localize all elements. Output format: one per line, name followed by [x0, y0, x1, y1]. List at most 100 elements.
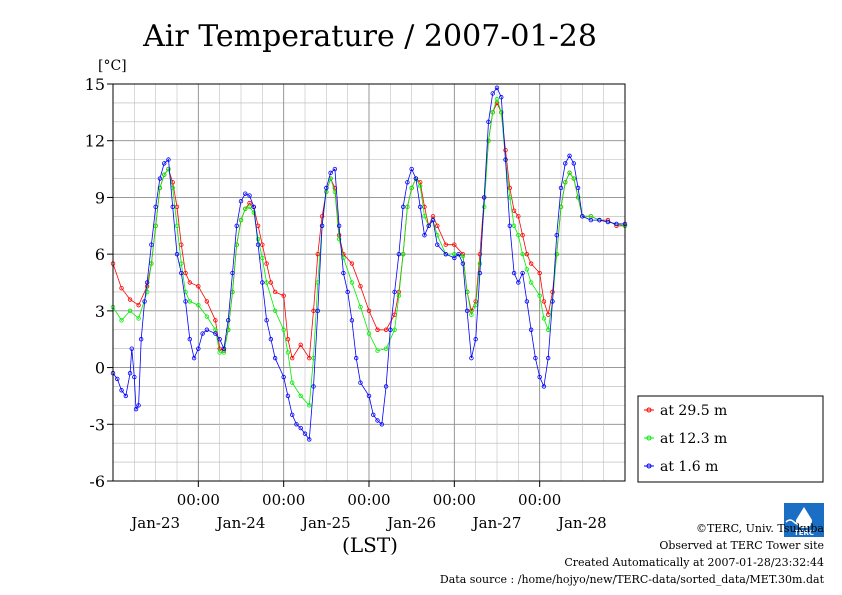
data-point [170, 180, 175, 185]
data-point [366, 393, 372, 399]
data-point [392, 289, 397, 295]
y-tick-label: 6 [95, 245, 105, 264]
data-point [486, 119, 491, 125]
data-point [405, 204, 410, 210]
data-point [349, 318, 355, 323]
data-point [490, 110, 495, 115]
data-point [571, 161, 576, 166]
data-point [127, 297, 133, 302]
data-point [136, 302, 141, 308]
data-point [149, 242, 154, 247]
data-point [161, 172, 167, 177]
data-point [443, 242, 448, 247]
data-point [157, 176, 163, 181]
data-point [520, 251, 525, 257]
data-point [311, 308, 316, 314]
data-point [247, 204, 252, 210]
data-point [443, 251, 448, 257]
data-point [285, 350, 291, 355]
data-point [187, 337, 192, 342]
data-point [358, 304, 363, 310]
legend-marker [646, 435, 652, 441]
data-point [255, 242, 261, 247]
data-point [187, 299, 192, 304]
data-point [358, 284, 363, 289]
y-tick-label: 9 [95, 188, 105, 207]
data-point [422, 214, 427, 219]
source-text: Data source : /home/hojyo/new/TERC-data/… [440, 573, 825, 586]
data-point [315, 308, 320, 314]
data-point [204, 314, 210, 319]
data-point [375, 348, 380, 353]
data-point [499, 110, 504, 115]
data-point [366, 308, 372, 314]
data-point [511, 270, 517, 276]
data-point [127, 371, 133, 376]
data-point [319, 223, 325, 228]
data-point [268, 280, 274, 285]
data-point [580, 214, 585, 219]
data-point [166, 166, 171, 172]
y-tick-label: 0 [95, 359, 105, 378]
data-point [341, 270, 346, 276]
data-point [336, 236, 342, 242]
data-point [200, 331, 205, 336]
data-point [230, 270, 235, 276]
data-point [345, 289, 350, 295]
data-point [524, 251, 530, 257]
data-point [520, 233, 525, 238]
x-axis-ticks: 00:00 00:00 00:00 00:00 00:00 Jan-23 Jan-24 Jan… [129, 481, 607, 532]
data-point [243, 191, 248, 196]
data-point [482, 204, 487, 210]
data-point [290, 355, 295, 361]
data-point [153, 204, 158, 210]
x-tick-label: 00:00 [262, 491, 305, 509]
data-point [281, 374, 286, 380]
legend-marker [646, 463, 652, 469]
data-point [490, 91, 495, 96]
data-point [324, 185, 329, 191]
chart-title: Air Temperature / 2007-01-28 [142, 19, 597, 54]
data-point [456, 251, 461, 257]
data-point [144, 280, 150, 285]
data-point [260, 255, 265, 261]
data-point [290, 380, 295, 385]
data-point [460, 261, 466, 266]
data-point [371, 412, 376, 418]
data-point [396, 293, 402, 298]
legend-marker [646, 407, 652, 413]
legend: at 29.5 m at 12.3 m at 1.6 m [637, 395, 824, 483]
data-point [307, 437, 312, 442]
logo-text: TERC [794, 529, 814, 537]
legend-label: at 29.5 m [660, 403, 727, 419]
date-label: Jan-27 [471, 514, 522, 532]
data-point [511, 208, 517, 213]
data-point [204, 327, 210, 332]
date-label: Jan-28 [556, 514, 607, 532]
data-point [170, 204, 175, 210]
data-point [418, 183, 423, 189]
data-point [541, 316, 547, 321]
data-point [422, 233, 427, 238]
data-point [336, 223, 342, 228]
y-axis-ticks: -6 -3 0 3 6 9 12 15 [85, 75, 113, 491]
data-point [554, 233, 559, 238]
date-label: Jan-26 [385, 514, 436, 532]
data-point [255, 236, 261, 242]
data-point [183, 270, 188, 276]
data-point [119, 285, 124, 291]
terc-logo: TERC [784, 503, 824, 537]
legend-frame [637, 395, 824, 483]
data-point [196, 346, 201, 351]
created-text: Created Automatically at 2007-01-28/23:3… [564, 556, 824, 569]
x-tick-label: 00:00 [347, 491, 390, 509]
data-point [473, 337, 478, 342]
data-point [405, 180, 410, 185]
data-point [354, 355, 359, 361]
data-point [281, 327, 286, 332]
data-point [507, 223, 512, 228]
data-point [290, 412, 295, 418]
data-point [294, 422, 299, 427]
data-point [614, 221, 619, 227]
